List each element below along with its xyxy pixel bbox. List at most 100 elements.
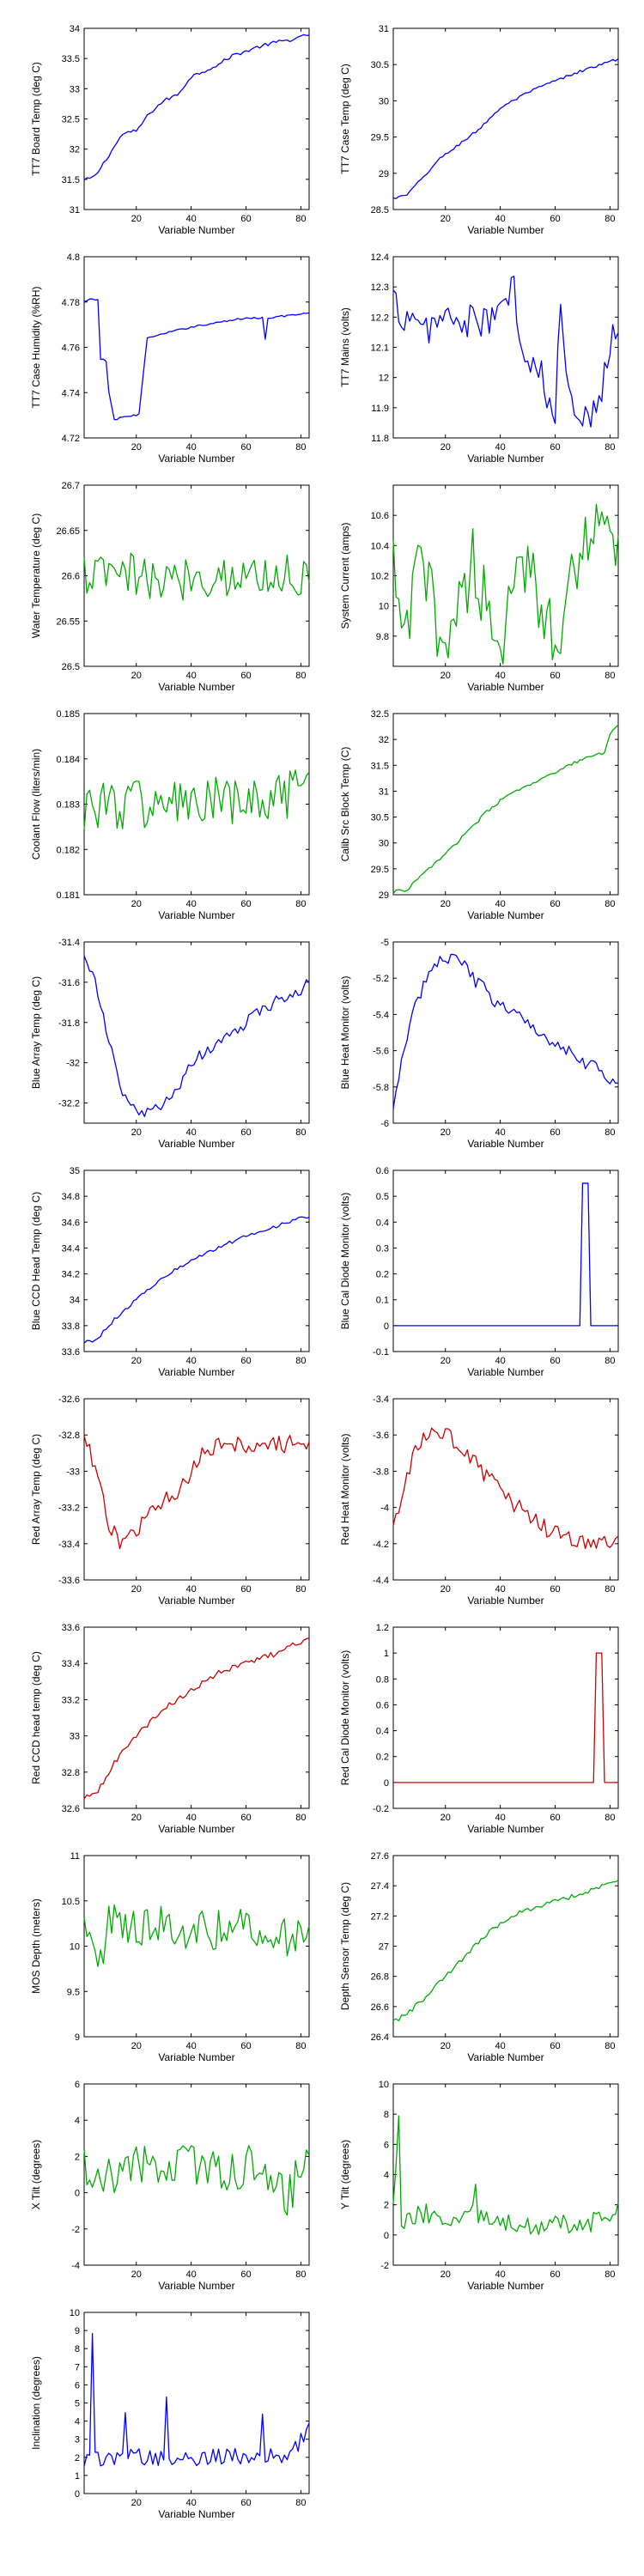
chart-system-current-amps: 20 40 60 80 9.8 10 10.2 10.4 10.6 Variable Number… [339, 484, 619, 693]
y-tick-label: -5.6 [373, 1047, 389, 1057]
y-tick-label: 1 [75, 2471, 80, 2482]
y-tick-label: 0 [75, 2489, 80, 2500]
y-tick-label: 27.2 [371, 1911, 389, 1922]
y-tick-label: 8 [384, 2110, 389, 2120]
y-tick-label: -5 [380, 938, 389, 948]
y-tick-label: 8 [75, 2344, 80, 2354]
chart-water-temperature-deg-c: 20 40 60 80 26.5 26.55 26.6 26.65 26.7 Variable N… [30, 481, 310, 693]
x-tick-label: 20 [131, 2498, 142, 2508]
y-tick-label: 34.6 [62, 1218, 80, 1228]
x-tick-label: 80 [605, 899, 615, 909]
y-tick-label: 12.1 [371, 343, 389, 354]
series-line [83, 2332, 310, 2467]
y-tick-label: -31.4 [58, 938, 80, 948]
x-tick-label: 60 [240, 442, 251, 453]
x-tick-label: 40 [185, 899, 196, 909]
y-tick-label: 26.5 [62, 662, 80, 672]
series-line [392, 58, 619, 199]
x-tick-label: 20 [131, 671, 142, 681]
y-tick-label: 32.5 [371, 709, 389, 720]
y-tick-label: -33.2 [58, 1504, 80, 1514]
plot-area [83, 1626, 310, 1809]
y-axis-label: Coolant Flow (liters/min) [30, 749, 42, 860]
y-tick-label: 30.5 [371, 60, 389, 70]
y-tick-label: 6 [384, 2140, 389, 2150]
x-tick-label: 60 [240, 899, 251, 909]
y-tick-label: 6 [75, 2080, 80, 2090]
y-tick-label: 10 [70, 1942, 80, 1953]
plot-area [83, 1398, 310, 1581]
x-tick-label: 20 [131, 1127, 142, 1138]
x-axis-label: Variable Number [158, 909, 234, 921]
y-tick-label: -33 [66, 1467, 80, 1477]
y-axis-label: System Current (amps) [339, 522, 351, 629]
x-tick-label: 20 [131, 1813, 142, 1823]
x-axis-label: Variable Number [158, 1138, 234, 1150]
x-tick-label: 20 [131, 214, 142, 224]
y-tick-label: 27.4 [371, 1881, 389, 1892]
x-tick-label: 80 [295, 1127, 306, 1138]
y-tick-label: 0.5 [376, 1192, 389, 1202]
y-tick-label: 0.182 [56, 845, 80, 855]
y-tick-label: 30.5 [371, 813, 389, 823]
chart-tt7-case-temp-deg-c: 20 40 60 80 28.5 29 29.5 30 30.5 31 Variable Numbe… [339, 24, 619, 236]
chart-tt7-board-temp-deg-c: 20 40 60 80 31 31.5 32 32.5 33 33.5 34 Variable Num… [30, 24, 310, 236]
x-tick-label: 60 [240, 2041, 251, 2051]
x-tick-label: 40 [495, 2269, 505, 2280]
x-tick-label: 60 [240, 1127, 251, 1138]
y-tick-label: -4.4 [373, 1576, 389, 1586]
x-axis-label: Variable Number [467, 224, 544, 236]
series-line [83, 552, 310, 601]
plot-area [392, 1855, 619, 2038]
y-tick-label: 4 [75, 2417, 80, 2427]
y-tick-label: 4 [384, 2171, 389, 2181]
plot-area [392, 256, 619, 439]
y-tick-label: 0.185 [56, 709, 80, 720]
x-tick-label: 20 [440, 2269, 451, 2280]
y-tick-label: 3 [75, 2435, 80, 2445]
y-tick-label: 2 [75, 2152, 80, 2162]
plot-area [83, 1170, 310, 1352]
y-tick-label: 10.2 [371, 572, 389, 582]
chart-depth-sensor-temp-deg-c: 20 40 60 80 26.4 26.6 26.8 27 27.2 27.4 27.6 Variab… [339, 1851, 619, 2063]
y-tick-label: -5.4 [373, 1010, 389, 1020]
y-tick-label: 26.6 [371, 2002, 389, 2013]
x-tick-label: 60 [240, 1584, 251, 1595]
y-axis-label: Red Array Temp (deg C) [30, 1434, 42, 1545]
y-tick-label: 29.5 [371, 133, 389, 143]
series-line [392, 953, 619, 1109]
y-tick-label: 33.8 [62, 1321, 80, 1332]
series-line [392, 503, 619, 665]
y-tick-label: 31 [379, 787, 389, 797]
y-tick-label: -32 [66, 1059, 80, 1069]
chart-y-tilt-degrees: 20 40 60 80 -2 0 2 4 6 8 10 Variable Number Y Tilt (… [339, 2080, 619, 2292]
x-axis-label: Variable Number [158, 224, 234, 236]
x-tick-label: 80 [605, 442, 615, 453]
y-tick-label: 32 [70, 145, 80, 155]
y-axis-label: TT7 Case Humidity (%RH) [30, 286, 42, 408]
plot-area [83, 1855, 310, 2038]
y-tick-label: 31 [379, 24, 389, 34]
x-tick-label: 40 [495, 899, 505, 909]
x-axis-label: Variable Number [467, 909, 544, 921]
chart-red-array-temp-deg-c: 20 40 60 80 -33.6 -33.4 -33.2 -33 -32.8 -32.6 Vari… [30, 1394, 310, 1607]
chart-blue-cal-diode-monitor-volts: 20 40 60 80 -0.1 0 0.1 0.2 0.3 0.4 0.5 0.6 Variable … [339, 1166, 619, 1378]
plot-area [392, 1626, 619, 1809]
x-tick-label: 60 [240, 1813, 251, 1823]
y-tick-label: 12.3 [371, 283, 389, 293]
x-tick-label: 60 [550, 1127, 560, 1138]
x-tick-label: 80 [295, 671, 306, 681]
x-axis-label: Variable Number [467, 1138, 544, 1150]
x-tick-label: 40 [185, 671, 196, 681]
chart-mos-depth-meters: 20 40 60 80 9 9.5 10 10.5 11 Variable Number MOS D… [30, 1851, 310, 2063]
x-tick-label: 80 [295, 214, 306, 224]
plot-area [392, 27, 619, 210]
x-tick-label: 20 [440, 671, 451, 681]
x-tick-label: 80 [295, 899, 306, 909]
series-line [392, 1880, 619, 2022]
y-tick-label: 33.2 [62, 1695, 80, 1705]
x-tick-label: 80 [605, 2269, 615, 2280]
x-tick-label: 80 [295, 2498, 306, 2508]
x-tick-label: 40 [495, 1584, 505, 1595]
y-tick-label: 33 [70, 84, 80, 94]
